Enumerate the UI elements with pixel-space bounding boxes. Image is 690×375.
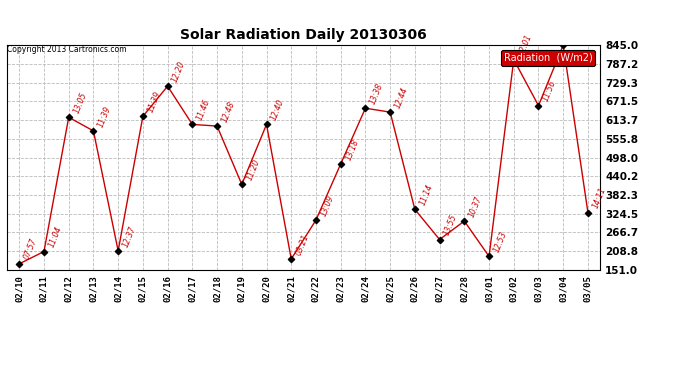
Text: 13:09: 13:09: [319, 194, 335, 217]
Point: [187, 122, 198, 128]
Point: [533, 103, 544, 109]
Text: 07:57: 07:57: [22, 237, 39, 261]
Point: [39, 249, 50, 255]
Point: [212, 123, 223, 129]
Legend: Radiation  (W/m2): Radiation (W/m2): [501, 50, 595, 66]
Point: [14, 261, 25, 267]
Point: [112, 248, 124, 254]
Point: [261, 122, 272, 128]
Text: 14:11: 14:11: [591, 186, 607, 210]
Point: [63, 114, 75, 120]
Point: [434, 237, 445, 243]
Point: [459, 218, 470, 224]
Text: 13:05: 13:05: [72, 91, 88, 115]
Text: 13:18: 13:18: [344, 138, 360, 161]
Text: 11:56: 11:56: [542, 79, 558, 103]
Point: [409, 206, 420, 212]
Text: 11:39: 11:39: [97, 104, 113, 128]
Text: 12:20: 12:20: [170, 60, 187, 84]
Text: 11:04: 11:04: [47, 225, 63, 249]
Point: [88, 128, 99, 134]
Text: 12:48: 12:48: [220, 100, 237, 123]
Text: Copyright 2013 Cartronics.com: Copyright 2013 Cartronics.com: [7, 45, 126, 54]
Text: 11:39: 11:39: [146, 90, 162, 114]
Point: [236, 182, 247, 188]
Point: [384, 109, 395, 115]
Point: [558, 42, 569, 48]
Text: 12:53: 12:53: [492, 230, 509, 254]
Text: 12:01: 12:01: [517, 33, 533, 57]
Text: 12:40: 12:40: [270, 98, 286, 122]
Point: [509, 57, 520, 63]
Text: 10:37: 10:37: [467, 195, 484, 219]
Text: 12:37: 12:37: [121, 224, 138, 248]
Text: 11:46: 11:46: [195, 98, 212, 122]
Point: [286, 256, 297, 262]
Point: [484, 254, 495, 260]
Text: 11:14: 11:14: [418, 183, 435, 207]
Text: 11:20: 11:20: [245, 158, 262, 182]
Title: Solar Radiation Daily 20130306: Solar Radiation Daily 20130306: [180, 28, 427, 42]
Point: [360, 105, 371, 111]
Point: [335, 161, 346, 167]
Text: 03:21: 03:21: [294, 232, 310, 256]
Point: [582, 210, 593, 216]
Text: 13:38: 13:38: [368, 82, 385, 106]
Text: 12:44: 12:44: [393, 86, 410, 109]
Point: [162, 83, 173, 89]
Point: [310, 217, 322, 223]
Point: [137, 113, 148, 119]
Text: 13:55: 13:55: [442, 213, 459, 237]
